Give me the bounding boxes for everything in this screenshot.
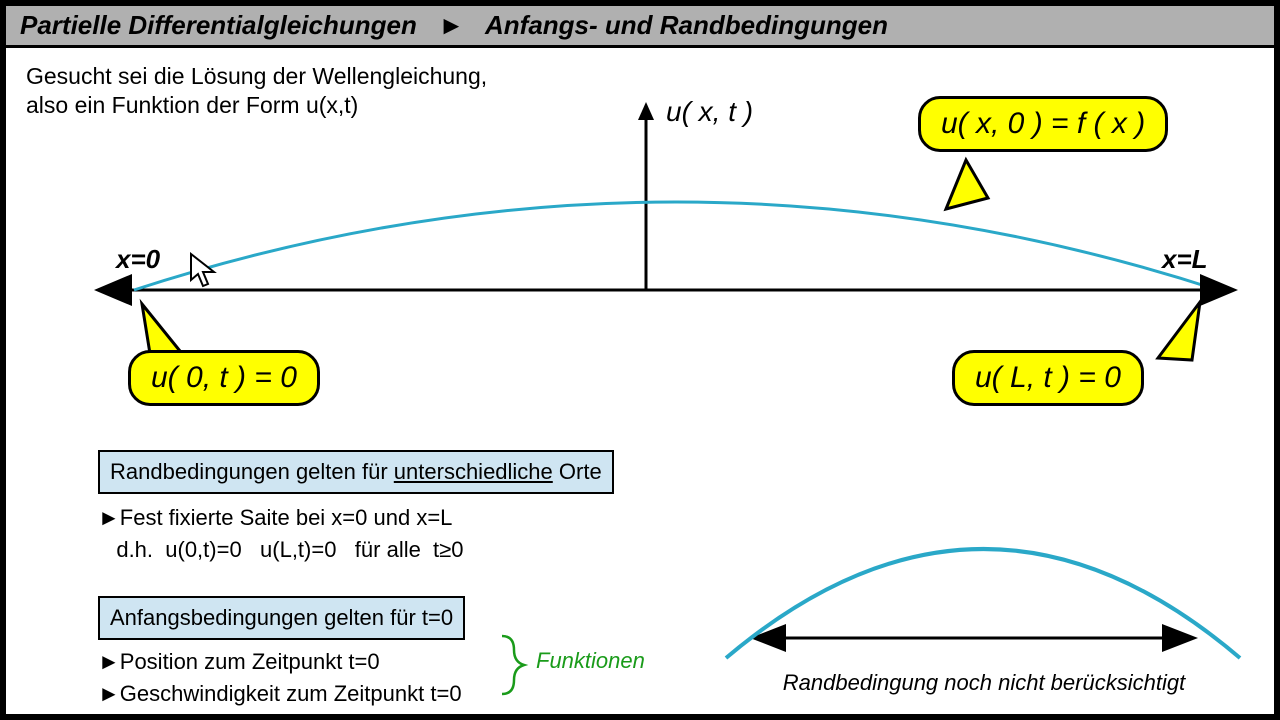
rand-bullet1: ►Fest fixierte Saite bei x=0 und x=L: [98, 502, 614, 534]
bubble-right-tail: [1136, 296, 1216, 366]
rand-block: Randbedingungen gelten für unterschiedli…: [98, 450, 614, 566]
mini-diagram-svg: [714, 510, 1244, 660]
anfang-bullet1: ►Position zum Zeitpunkt t=0: [98, 646, 465, 678]
anfang-heading: Anfangsbedingungen gelten für t=0: [98, 596, 465, 640]
content-area: Gesucht sei die Lösung der Wellengleichu…: [6, 48, 1274, 714]
bubble-left-text: u( 0, t ) = 0: [151, 361, 297, 394]
rand-heading-post: Orte: [553, 459, 602, 484]
label-xl: x=L: [1162, 244, 1208, 275]
bubble-initial-condition: u( x, 0 ) = f ( x ): [918, 96, 1168, 152]
title-right: Anfangs- und Randbedingungen: [485, 10, 888, 40]
anfang-block: Anfangsbedingungen gelten für t=0 ►Posit…: [98, 596, 465, 710]
axis-label-u: u( x, t ): [666, 96, 753, 128]
funktionen-label: Funktionen: [536, 648, 645, 674]
rand-heading-ul: unterschiedliche: [394, 459, 553, 484]
bubble-right-text: u( L, t ) = 0: [975, 361, 1121, 394]
rand-heading-pre: Randbedingungen gelten für: [110, 459, 394, 484]
title-bar: Partielle Differentialgleichungen ► Anfa…: [6, 6, 1274, 48]
bubble-left-bc: u( 0, t ) = 0: [128, 350, 320, 406]
title-arrow: ►: [439, 10, 465, 40]
rand-heading: Randbedingungen gelten für unterschiedli…: [98, 450, 614, 494]
anfang-bullet2: ►Geschwindigkeit zum Zeitpunkt t=0: [98, 678, 465, 710]
mini-diagram: Randbedingung noch nicht berücksichtigt: [714, 510, 1234, 690]
bubble-right-bc: u( L, t ) = 0: [952, 350, 1144, 406]
brace-icon: [496, 632, 532, 698]
rand-bullet2: d.h. u(0,t)=0 u(L,t)=0 für alle t≥0: [98, 534, 614, 566]
bubble-top-tail: [936, 154, 996, 214]
cursor-icon: [188, 252, 220, 292]
label-x0: x=0: [116, 244, 160, 275]
mini-caption: Randbedingung noch nicht berücksichtigt: [764, 670, 1204, 696]
bubble-initial-text: u( x, 0 ) = f ( x ): [941, 107, 1145, 140]
title-left: Partielle Differentialgleichungen: [20, 10, 417, 40]
